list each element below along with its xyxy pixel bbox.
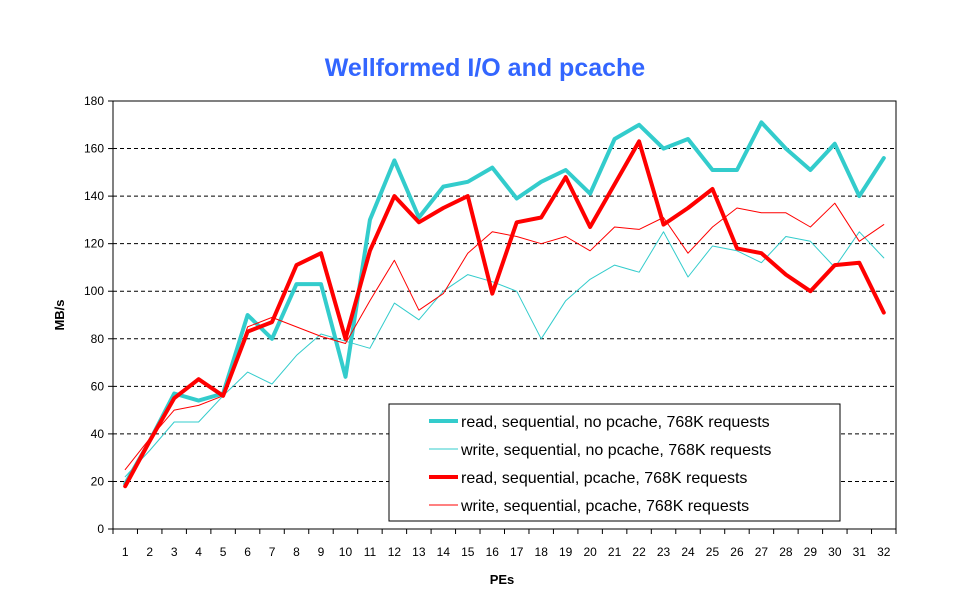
y-tick-label: 140 [84, 189, 104, 203]
x-tick-label: 20 [583, 545, 597, 559]
x-tick-label: 24 [681, 545, 695, 559]
x-tick-label: 30 [828, 545, 842, 559]
legend: read, sequential, no pcache, 768K reques… [388, 403, 841, 522]
x-tick-label: 10 [339, 545, 353, 559]
x-tick-label: 23 [657, 545, 671, 559]
x-tick-label: 1 [122, 545, 129, 559]
x-tick-label: 18 [535, 545, 549, 559]
x-tick-label: 6 [244, 545, 251, 559]
legend-entry-label: write, sequential, pcache, 768K requests [460, 498, 749, 515]
x-tick-label: 5 [220, 545, 227, 559]
x-axis-ticks: 1 2 3 4 5 6 7 8 9 10 11 12 13 14 15 16 17 18 19 20 21 22 23 24 2… [112, 529, 897, 559]
x-tick-label: 29 [804, 545, 818, 559]
y-tick-label: 100 [84, 284, 104, 298]
y-tick-label: 180 [84, 94, 104, 108]
y-tick-label: 160 [84, 142, 104, 156]
x-tick-label: 26 [730, 545, 744, 559]
series-line-2 [124, 231, 885, 478]
x-tick-label: 32 [877, 545, 891, 559]
x-tick-label: 15 [461, 545, 475, 559]
x-tick-label: 21 [608, 545, 622, 559]
x-tick-label: 8 [293, 545, 300, 559]
x-tick-label: 25 [706, 545, 720, 559]
series-line-3 [123, 139, 886, 489]
x-tick-label: 16 [486, 545, 500, 559]
series-line-4 [124, 202, 885, 471]
y-tick-label: 0 [97, 522, 104, 536]
y-tick-label: 40 [91, 427, 105, 441]
x-tick-label: 14 [437, 545, 451, 559]
x-tick-label: 28 [779, 545, 793, 559]
y-tick-label: 80 [91, 332, 105, 346]
x-tick-label: 11 [364, 545, 377, 559]
y-tick-label: 60 [91, 379, 105, 393]
y-tick-label: 120 [84, 237, 104, 251]
series-line-1 [123, 120, 886, 486]
x-tick-label: 22 [632, 545, 646, 559]
x-tick-label: 13 [412, 545, 426, 559]
x-tick-label: 2 [146, 545, 153, 559]
x-tick-label: 19 [559, 545, 573, 559]
x-tick-label: 31 [853, 545, 867, 559]
chart-title: Wellformed I/O and pcache [325, 54, 646, 82]
x-tick-label: 17 [510, 545, 524, 559]
x-tick-label: 9 [318, 545, 325, 559]
y-axis-title: MB/s [52, 299, 67, 330]
legend-entry-label: write, sequential, no pcache, 768K reque… [460, 442, 771, 459]
y-tick-label: 20 [91, 474, 105, 488]
legend-box [388, 403, 841, 522]
x-tick-label: 3 [171, 545, 178, 559]
x-tick-label: 12 [388, 545, 402, 559]
x-tick-label: 7 [269, 545, 276, 559]
legend-entry-label: read, sequential, pcache, 768K requests [461, 470, 747, 487]
x-tick-label: 4 [195, 545, 202, 559]
x-tick-label: 27 [755, 545, 769, 559]
x-axis-title: PEs [490, 572, 515, 587]
series-lines [123, 120, 886, 489]
legend-entry-label: read, sequential, no pcache, 768K reques… [461, 414, 770, 431]
y-axis-ticks: 0 20 40 60 80 100 120 140 160 180 [84, 94, 113, 536]
